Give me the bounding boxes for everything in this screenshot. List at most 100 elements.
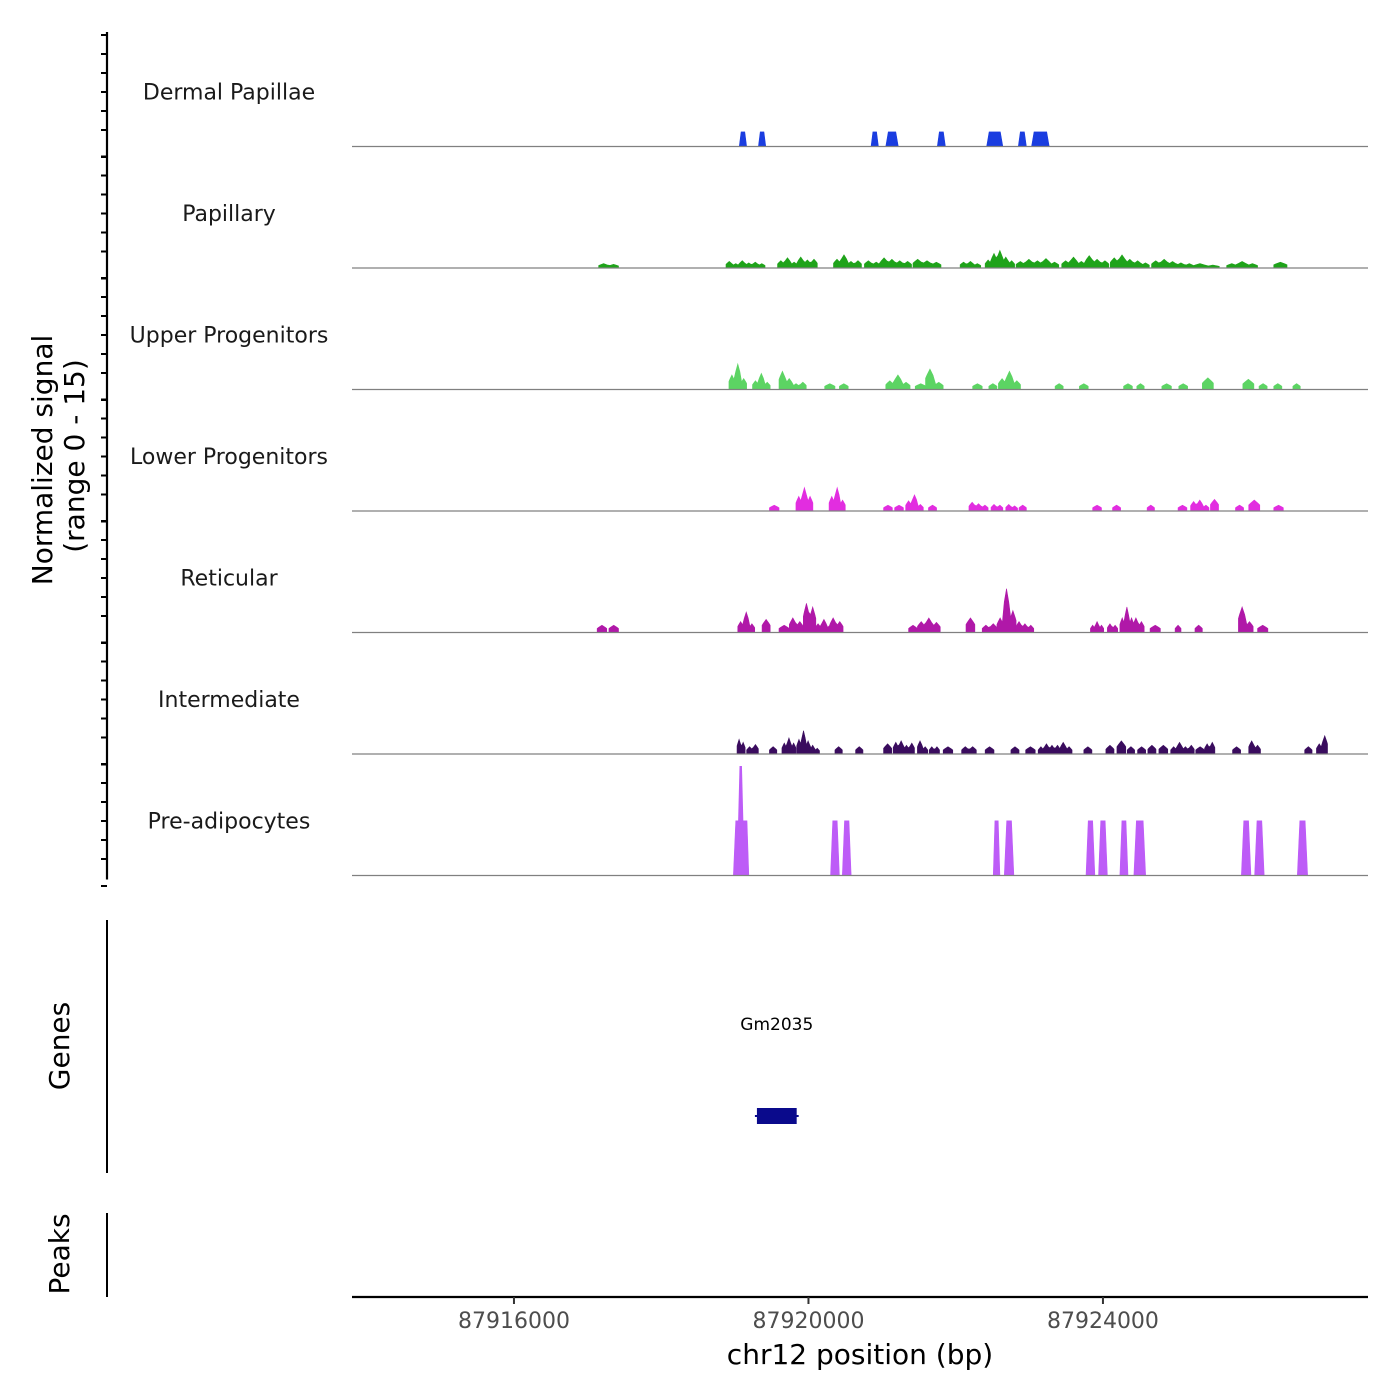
signal-area [1174, 624, 1182, 633]
track-papillary: Papillary [182, 202, 1368, 269]
signal-area [1037, 743, 1061, 755]
signal-area [746, 743, 759, 755]
signal-area [855, 746, 864, 755]
signal-area [959, 261, 982, 269]
signal-area [1202, 377, 1214, 390]
signal-area [1273, 383, 1283, 390]
signal-area [894, 504, 904, 512]
signal-y-axis-title: Normalized signal [26, 335, 59, 586]
signal-area [608, 624, 619, 633]
signal-area [1316, 734, 1328, 755]
signal-area [908, 624, 918, 633]
track-intermediate: Intermediate [158, 688, 1368, 755]
signal-area [1304, 746, 1313, 755]
signal-area [1132, 617, 1145, 633]
signal-area [795, 486, 814, 512]
signal-area [1116, 740, 1127, 755]
signal-area [1161, 383, 1172, 390]
x-axis-title: chr12 position (bp) [727, 1338, 993, 1371]
signal-area [769, 504, 780, 512]
signal-area [1017, 131, 1027, 147]
signal-area [1079, 383, 1089, 390]
signal-area [1178, 383, 1188, 390]
signal-area [984, 746, 995, 755]
signal-area [1241, 820, 1252, 876]
signal-area [839, 383, 849, 390]
signal-area [1248, 499, 1261, 512]
signal-area [1119, 606, 1135, 633]
signal-area [1003, 820, 1015, 876]
signal-area [1015, 258, 1060, 269]
signal-area [1061, 255, 1110, 269]
signal-area [1147, 744, 1157, 755]
x-tick-label: 87924000 [1047, 1309, 1159, 1334]
track-label-dermal-papillae: Dermal Papillae [143, 81, 315, 106]
signal-spike [736, 766, 745, 876]
signal-area [1123, 383, 1133, 390]
signal-area [769, 746, 778, 755]
coverage-tracks: Dermal Papillae Papillary Upper Progenitor… [130, 81, 1368, 877]
track-reticular: Reticular [180, 567, 1368, 634]
signal-area [1232, 746, 1241, 755]
genes-panel-label: Genes [43, 1002, 76, 1090]
signal-area [1195, 746, 1205, 755]
signal-area [1210, 498, 1219, 512]
signal-area [917, 617, 941, 633]
track-upper-progenitors: Upper Progenitors [130, 324, 1368, 391]
track-label-upper-progenitors: Upper Progenitors [130, 324, 329, 349]
signal-area [1292, 383, 1301, 390]
signal-area [1110, 254, 1150, 269]
track-pre-adipocytes: Pre-adipocytes [148, 766, 1368, 877]
signal-area [758, 131, 767, 147]
signal-area [598, 263, 619, 269]
signal-area [1226, 261, 1258, 269]
signal-area [803, 603, 817, 633]
signal-area [1054, 383, 1064, 390]
track-label-reticular: Reticular [180, 567, 278, 592]
signal-area [1010, 746, 1020, 755]
signal-area [905, 494, 924, 512]
signal-area [1177, 504, 1188, 512]
signal-area [789, 617, 804, 633]
signal-area [1248, 740, 1261, 755]
track-dermal-papillae: Dermal Papillae [143, 81, 1368, 148]
signal-area [725, 260, 766, 269]
signal-area [988, 383, 998, 390]
signal-area [1238, 606, 1254, 633]
signal-area [1137, 746, 1146, 755]
signal-area [996, 588, 1017, 633]
signal-area [761, 618, 771, 633]
signal-area [1090, 620, 1104, 633]
signal-area [1092, 504, 1102, 512]
signal-area [864, 257, 912, 269]
signal-area [777, 256, 818, 269]
signal-area [1105, 744, 1115, 755]
signal-area [965, 617, 976, 633]
signal-area [1031, 131, 1050, 147]
signal-area [914, 383, 927, 390]
signal-area [1193, 263, 1220, 269]
signal-area [1170, 741, 1195, 755]
signal-area [824, 383, 836, 390]
genomic-x-axis: 87916000 87920000 87924000 [352, 1295, 1368, 1334]
signal-area [737, 611, 756, 633]
x-tick-label: 87916000 [458, 1309, 570, 1334]
signal-area [928, 746, 940, 755]
signal-area [1242, 378, 1255, 390]
gene-exon [756, 1108, 797, 1124]
signal-area [1018, 504, 1027, 512]
signal-area [1254, 820, 1265, 876]
track-label-pre-adipocytes: Pre-adipocytes [148, 810, 311, 835]
signal-area [728, 362, 747, 390]
signal-area [1126, 746, 1135, 755]
signal-area [1059, 741, 1073, 755]
signal-area [1015, 620, 1035, 633]
signal-area [885, 131, 899, 147]
signal-area [1257, 624, 1269, 633]
signal-area [781, 737, 797, 755]
signal-area [883, 504, 893, 512]
signal-area [1025, 746, 1036, 755]
signal-area [1119, 820, 1129, 876]
signal-area [986, 131, 1004, 147]
